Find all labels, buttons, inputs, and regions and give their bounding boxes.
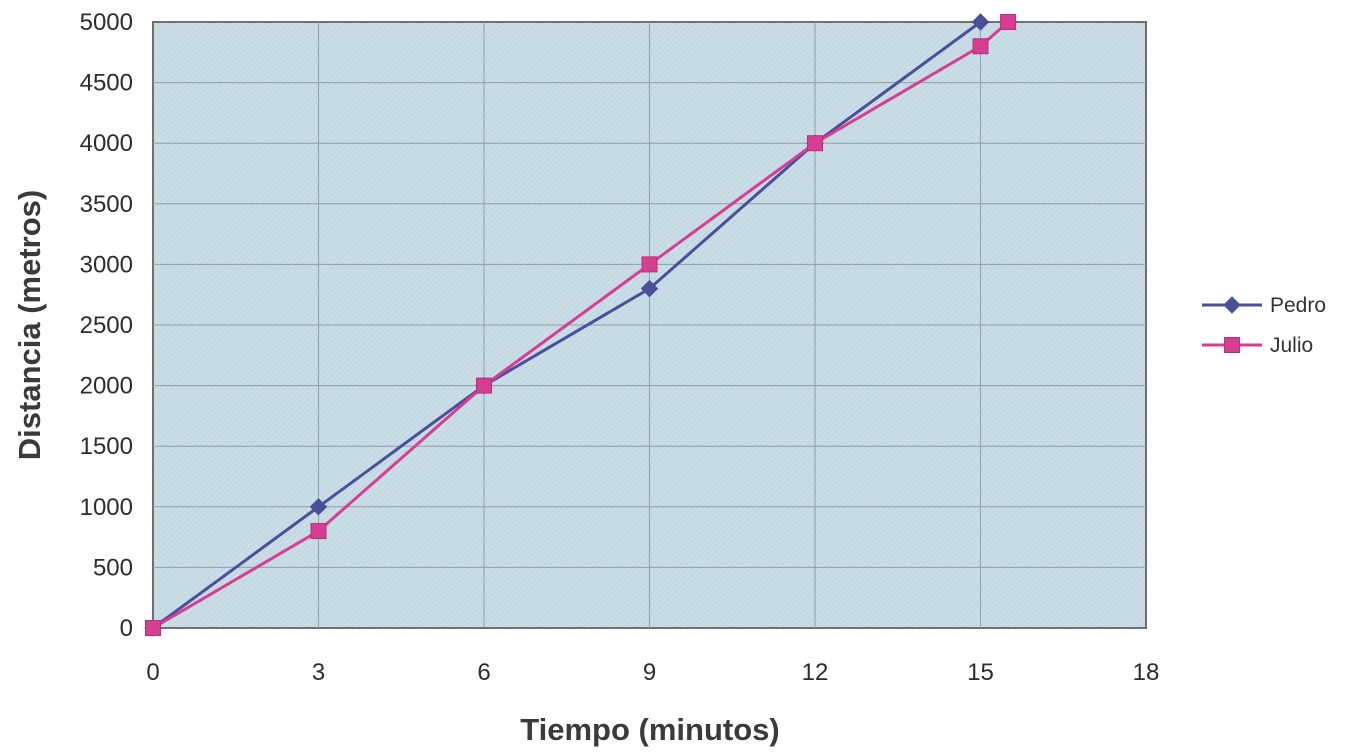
y-axis-title: Distancia (metros) bbox=[12, 190, 47, 460]
y-tick-label: 3500 bbox=[80, 191, 133, 218]
x-axis-title: Tiempo (minutos) bbox=[520, 712, 779, 747]
y-tick-label: 2500 bbox=[80, 312, 133, 339]
y-tick-label: 1000 bbox=[80, 494, 133, 521]
x-tick-label: 0 bbox=[146, 659, 159, 686]
y-tick-label: 4500 bbox=[80, 70, 133, 97]
data-point-julio bbox=[1000, 14, 1017, 30]
legend-item-julio: Julio bbox=[1202, 334, 1313, 357]
legend: Pedro Julio bbox=[1202, 294, 1326, 357]
data-point-pedro bbox=[971, 13, 990, 31]
y-tick-label: 500 bbox=[93, 554, 133, 581]
x-tick-label: 9 bbox=[643, 659, 656, 686]
x-tick-label: 12 bbox=[802, 659, 829, 686]
data-point-julio bbox=[972, 38, 989, 55]
y-tick-label: 0 bbox=[120, 615, 133, 642]
legend-marker-julio bbox=[1224, 337, 1240, 353]
y-tick-label: 4000 bbox=[80, 130, 133, 157]
series-julio bbox=[145, 14, 1017, 636]
series-line-pedro bbox=[152, 20, 982, 630]
y-tick-label: 2000 bbox=[80, 373, 133, 400]
series-layer bbox=[144, 13, 1017, 637]
x-tick-label: 6 bbox=[477, 659, 490, 686]
x-tick-label: 18 bbox=[1133, 659, 1160, 686]
y-tick-label: 3000 bbox=[80, 251, 133, 278]
tick-labels: 0 500 1000 1500 2000 2500 3000 3500 4000 4500 5000… bbox=[80, 9, 1160, 686]
data-point-pedro bbox=[309, 498, 328, 516]
data-point-pedro bbox=[640, 279, 659, 298]
x-tick-label: 15 bbox=[967, 659, 994, 686]
legend-marker-pedro bbox=[1223, 296, 1241, 314]
legend-item-pedro: Pedro bbox=[1202, 294, 1326, 317]
data-point-julio bbox=[145, 620, 161, 636]
data-point-julio bbox=[807, 135, 823, 152]
legend-label-julio: Julio bbox=[1270, 334, 1313, 357]
y-tick-label: 5000 bbox=[80, 9, 133, 36]
y-tick-label: 1500 bbox=[80, 433, 133, 460]
data-point-julio bbox=[641, 256, 658, 273]
data-point-julio bbox=[310, 523, 327, 540]
legend-label-pedro: Pedro bbox=[1270, 294, 1326, 317]
x-tick-label: 3 bbox=[312, 659, 325, 686]
data-point-julio bbox=[476, 377, 492, 394]
